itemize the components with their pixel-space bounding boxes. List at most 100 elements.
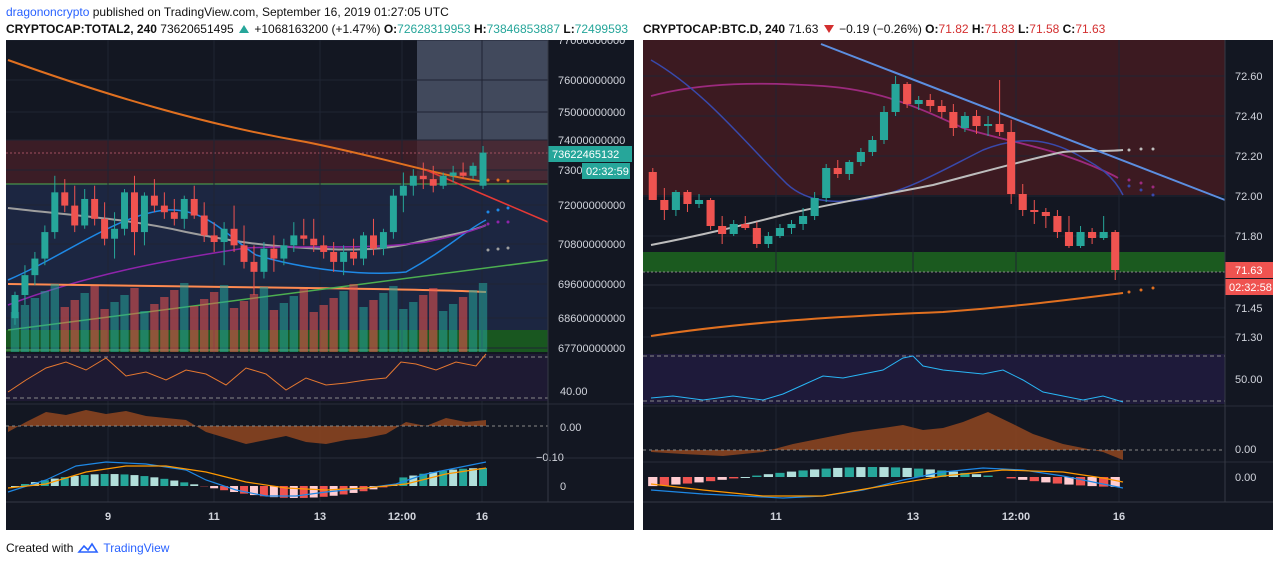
left-macd-bar <box>299 486 308 498</box>
left-macd-bar <box>439 470 448 486</box>
left-volume-bar <box>110 302 119 352</box>
left-rsi-pane <box>6 354 548 401</box>
right-macd-bar <box>648 477 658 487</box>
right-macd-bar <box>810 469 820 477</box>
left-volume-bar <box>20 305 30 352</box>
svg-text:50.00: 50.00 <box>1235 374 1263 386</box>
right-candle-body <box>729 224 738 234</box>
left-volume-bar <box>419 295 428 352</box>
left-macd-line <box>7 461 487 497</box>
left-macd-bar <box>279 486 288 498</box>
left-volume-bar <box>399 309 408 352</box>
left-countdown-badge <box>582 163 630 179</box>
right-candle-body <box>764 236 773 244</box>
left-macd-bar <box>70 475 79 486</box>
left-volume-bar <box>309 312 318 352</box>
left-last-price: 73620651495 <box>160 22 234 36</box>
left-candle-body <box>240 245 248 262</box>
down-arrow-icon <box>823 25 834 33</box>
right-candle-body <box>1018 194 1027 210</box>
left-candle-body <box>409 175 417 186</box>
right-macd-bar <box>798 470 808 477</box>
left-candle-body <box>41 232 49 259</box>
left-volume-bar <box>180 283 189 352</box>
right-macd-histogram <box>648 467 1120 487</box>
right-macd-bar <box>775 472 785 477</box>
left-volume-bar <box>209 292 219 352</box>
projection-dot <box>1151 286 1155 290</box>
left-time-tick: 16 <box>476 511 488 523</box>
right-macd-bar <box>971 474 982 477</box>
left-macd-bar <box>409 475 418 486</box>
left-countdown-label: 02:32:59 <box>586 166 629 178</box>
right-macd-bar <box>902 467 912 477</box>
left-low: 72499593 <box>574 22 629 36</box>
right-macd-bar <box>948 471 958 477</box>
right-macd-bar <box>740 477 750 478</box>
right-chart-panel[interactable]: 72.60 72.40 72.20 72.00 71.80 71.45 71.30 71.6… <box>643 40 1273 530</box>
right-candle-body <box>787 224 796 228</box>
left-price-tick: 68600000000 <box>558 313 625 325</box>
right-close: 71.63 <box>1075 22 1106 36</box>
up-arrow-icon <box>239 25 250 33</box>
right-macd-bar <box>786 471 797 477</box>
right-macd-bar <box>682 477 693 484</box>
left-volume-bars <box>10 283 488 352</box>
right-macd-bar <box>925 469 935 477</box>
left-volume-bar <box>359 307 368 352</box>
left-candle-body <box>330 251 338 262</box>
left-volume-bar <box>389 286 398 352</box>
left-macd-bar <box>100 474 109 486</box>
right-macd-bar <box>694 477 704 483</box>
left-candle-body <box>320 245 328 252</box>
left-volume-bar <box>140 311 149 352</box>
right-chart-svg[interactable]: 72.60 72.40 72.20 72.00 71.80 71.45 71.30 71.6… <box>643 40 1273 530</box>
left-candle-body <box>280 245 288 259</box>
left-volume-bar <box>40 291 50 352</box>
left-candle-body <box>21 275 29 296</box>
tradingview-link[interactable]: TradingView <box>103 541 170 555</box>
right-time-axis: 11 13 12:00 16 <box>770 511 1125 523</box>
left-candle-body <box>419 175 427 180</box>
right-macd-bar <box>879 467 889 477</box>
left-chart-svg[interactable]: 77000000000 76000000000 75000000000 7400000… <box>6 35 634 530</box>
left-candle-body <box>31 258 39 276</box>
left-change: +1068163200 (+1.47%) <box>254 22 381 36</box>
left-macd-bar <box>319 486 328 497</box>
left-macd-bar <box>10 486 19 487</box>
left-candle-body <box>300 235 308 239</box>
projection-dot <box>1139 188 1143 192</box>
left-momentum-area <box>8 410 486 444</box>
right-macd-bar <box>1041 477 1051 483</box>
left-volume-bar <box>369 300 378 352</box>
left-price-axis: 77000000000 76000000000 75000000000 7400000… <box>558 35 625 355</box>
right-macd-bar <box>752 475 762 477</box>
right-macd-bar <box>890 467 901 477</box>
left-volume-bar <box>229 308 239 352</box>
right-candle-body <box>810 198 819 216</box>
left-volume-bar <box>90 286 99 352</box>
projection-dot <box>486 210 490 214</box>
right-candle-body <box>1007 132 1016 194</box>
right-macd-bar <box>729 477 739 479</box>
left-candle-body <box>340 251 348 262</box>
left-candle-body <box>389 195 397 233</box>
right-macd-bar <box>937 470 947 477</box>
author-link[interactable]: dragononcrypto <box>6 5 90 19</box>
right-candle-body <box>775 228 784 236</box>
left-volume-bar <box>409 302 418 352</box>
left-macd-bar <box>60 477 69 486</box>
right-macd-bar <box>867 467 878 477</box>
right-candle-body <box>1041 212 1050 216</box>
projection-dot <box>1127 184 1131 188</box>
right-candle-body <box>822 168 831 198</box>
right-price-tick: 72.40 <box>1235 111 1263 123</box>
right-signal-line <box>650 469 1124 497</box>
right-macd-bar <box>763 474 774 477</box>
projection-dot <box>496 247 500 251</box>
left-chart-panel[interactable]: 77000000000 76000000000 75000000000 7400000… <box>6 35 634 530</box>
left-macd-bar <box>479 468 488 486</box>
left-price-tick: 67700000000 <box>558 343 625 355</box>
right-price-tick: 71.30 <box>1235 332 1263 344</box>
left-volume-bar <box>439 311 448 352</box>
